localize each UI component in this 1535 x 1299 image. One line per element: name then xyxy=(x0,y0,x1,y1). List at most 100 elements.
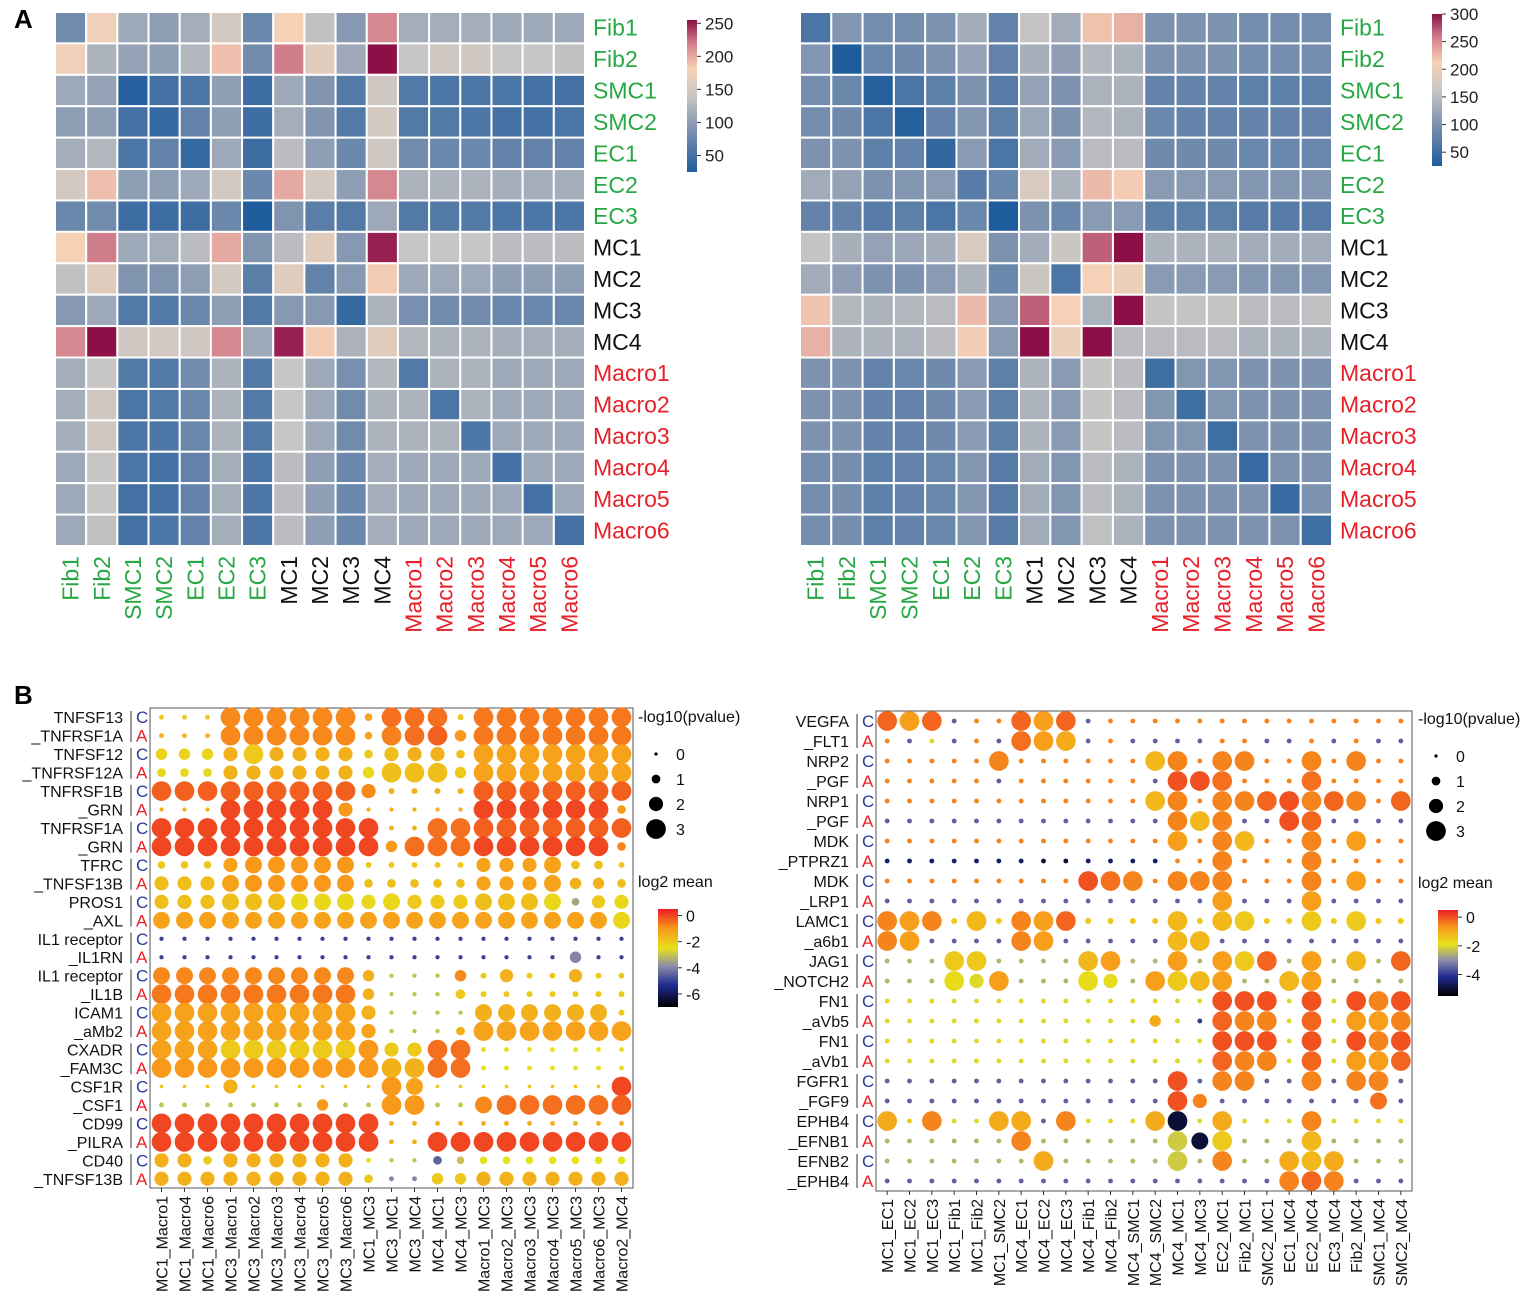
dot xyxy=(884,958,890,964)
dot xyxy=(496,1021,517,1041)
dot xyxy=(588,799,609,820)
dot xyxy=(222,893,239,911)
dot xyxy=(1242,1098,1247,1104)
dot xyxy=(1212,831,1233,851)
dot xyxy=(565,818,586,838)
dot xyxy=(996,1078,1002,1084)
dot xyxy=(974,898,979,904)
dot xyxy=(596,1047,601,1052)
heatmap-cell xyxy=(986,482,1021,516)
dot xyxy=(174,1058,195,1078)
dot xyxy=(314,856,331,874)
dot xyxy=(151,1113,172,1134)
dot xyxy=(499,876,514,891)
dot xyxy=(450,818,471,838)
dot xyxy=(884,778,890,784)
heatmap-cell xyxy=(365,387,399,422)
heatmap-cell xyxy=(303,11,337,45)
heatmap-cell xyxy=(241,450,275,485)
column-label: Macro3 xyxy=(463,556,489,633)
dot xyxy=(1212,991,1233,1011)
heatmap-cell xyxy=(521,136,555,171)
dot xyxy=(1167,791,1188,811)
heatmap-cell xyxy=(1174,262,1208,296)
dot xyxy=(550,936,555,941)
heatmap-cell xyxy=(85,356,119,390)
dot xyxy=(433,1155,442,1165)
dot xyxy=(205,955,210,960)
dot xyxy=(1390,991,1411,1011)
dot xyxy=(337,893,354,911)
dot xyxy=(929,998,935,1004)
dot xyxy=(596,955,601,960)
dot xyxy=(1167,1091,1188,1111)
dot xyxy=(220,1021,241,1041)
row-label: EFNB2 xyxy=(797,1154,849,1171)
heatmap-cell xyxy=(116,230,150,265)
dot xyxy=(1152,998,1158,1004)
heatmap-cell xyxy=(334,387,368,422)
dot xyxy=(929,838,935,844)
dot xyxy=(1197,738,1203,744)
column-label: EC1_MC4 xyxy=(1282,1199,1299,1273)
dot xyxy=(929,1098,935,1104)
dot xyxy=(174,781,195,801)
heatmap-cell xyxy=(241,293,275,328)
heatmap-cell xyxy=(1143,136,1177,171)
dot xyxy=(1085,858,1091,864)
heatmap-cell xyxy=(1205,168,1240,202)
dot xyxy=(1130,1018,1136,1024)
dot xyxy=(565,1131,586,1152)
dot xyxy=(1264,1158,1270,1164)
row-label: _FLT1 xyxy=(803,734,849,751)
heatmap-cell xyxy=(272,356,306,390)
dot xyxy=(1175,898,1180,904)
dot xyxy=(951,818,957,824)
dot xyxy=(178,748,191,760)
heatmap-cell xyxy=(892,11,927,45)
heatmap-cell xyxy=(272,419,306,453)
heatmap-cell xyxy=(861,356,895,390)
dot xyxy=(542,1095,563,1115)
dot xyxy=(519,707,540,728)
heatmap-cell xyxy=(1111,136,1146,171)
dot xyxy=(929,798,935,804)
heatmap-cell xyxy=(552,419,587,453)
dot xyxy=(951,858,957,864)
size-legend-label: 1 xyxy=(1456,774,1465,791)
dot xyxy=(473,1021,494,1041)
heatmap-cell xyxy=(54,199,88,233)
dot xyxy=(220,818,241,838)
dot xyxy=(921,711,942,731)
heatmap-cell xyxy=(272,387,306,422)
dot xyxy=(1063,1098,1069,1104)
heatmap-cell xyxy=(1143,356,1177,390)
dot xyxy=(429,911,446,929)
heatmap-cell xyxy=(1111,450,1146,485)
row-label: CXADR xyxy=(67,1043,123,1060)
size-legend-dot xyxy=(654,752,658,756)
dot xyxy=(996,818,1002,824)
dot xyxy=(907,1118,912,1124)
dot xyxy=(412,1010,417,1015)
heatmap-cell xyxy=(1174,513,1208,548)
dot xyxy=(1398,1098,1404,1104)
dot xyxy=(565,781,586,801)
dot xyxy=(1063,858,1069,864)
dot xyxy=(389,1158,394,1163)
dot xyxy=(1197,998,1203,1004)
dot xyxy=(1108,858,1113,864)
column-label: Macro5_MC3 xyxy=(569,1196,586,1292)
dot xyxy=(565,762,586,783)
dot xyxy=(573,1065,578,1071)
heatmap-cell xyxy=(178,325,212,359)
dot xyxy=(974,938,979,944)
dot xyxy=(1152,738,1158,744)
dot xyxy=(1398,1178,1404,1184)
dot xyxy=(335,1131,356,1152)
dot xyxy=(182,733,187,739)
dot xyxy=(525,1156,534,1165)
dot xyxy=(1212,951,1233,971)
heatmap-cell xyxy=(85,387,119,422)
dot xyxy=(1219,1178,1225,1184)
